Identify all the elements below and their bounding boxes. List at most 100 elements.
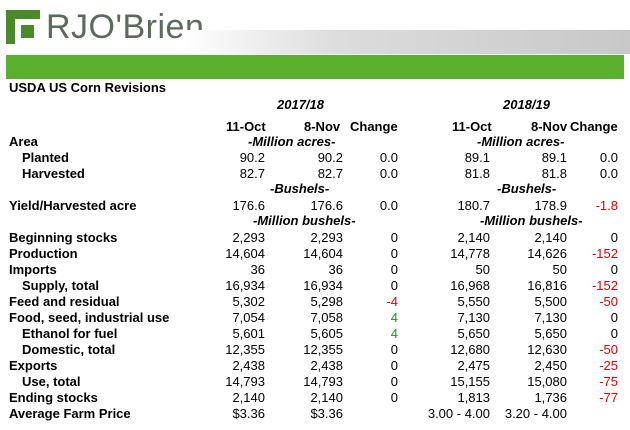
row-label: Harvested [22,166,85,181]
change-cell: -75 [599,374,618,389]
value-cell: 2,140 [457,230,490,245]
change-cell: -4 [386,294,398,309]
value-cell: 82.7 [317,166,343,181]
value-cell: 7,130 [457,310,490,325]
unit-million-bushels-2017: -Million bushels- [253,213,356,228]
change-cell: 0 [390,358,398,373]
change-cell: 0.0 [599,150,618,165]
row-label: Beginning stocks [9,230,118,245]
value-cell: 81.8 [464,166,490,181]
value-cell: 89.1 [464,150,490,165]
col-date-b-2017: 8-Nov [304,119,341,134]
value-cell: 7,130 [534,310,567,325]
report-title: USDA US Corn Revisions [9,80,166,95]
value-cell: 5,302 [232,294,265,309]
change-cell: 4 [390,326,398,341]
value-cell: 90.2 [317,150,343,165]
company-logo: RJO'Brien [6,10,204,44]
change-cell: -77 [599,390,618,405]
row-label: Supply, total [22,278,100,293]
value-cell: 14,604 [303,246,343,261]
row-label: Use, total [22,374,81,389]
col-date-a-2018: 11-Oct [452,119,492,134]
year-header-2017: 2017/18 [277,97,324,112]
change-cell: 0 [610,230,618,245]
logo-text: RJO'Brien [46,8,205,46]
value-cell: 2,293 [310,230,343,245]
value-cell: 16,934 [303,278,343,293]
row-label: Food, seed, industrial use [9,310,170,325]
change-cell: 0.0 [599,166,618,181]
row-label: Ending stocks [9,390,98,405]
change-cell: 0.0 [379,198,398,213]
change-cell: 0 [390,374,398,389]
row-label: Average Farm Price [9,406,131,421]
value-cell: 90.2 [239,150,265,165]
value-cell: 7,054 [232,310,265,325]
col-change-2018: Change [570,119,618,134]
change-cell: 4 [390,310,398,325]
value-cell: 89.1 [541,150,567,165]
value-cell: 2,450 [534,358,567,373]
value-cell: 176.6 [232,198,265,213]
change-cell: 0 [390,342,398,357]
change-cell: 0 [610,262,618,277]
value-cell: 5,500 [534,294,567,309]
change-cell: -152 [591,246,618,261]
col-change-2017: Change [350,119,398,134]
value-cell: 14,778 [450,246,490,261]
value-cell: 2,140 [310,390,343,405]
value-cell: 5,650 [534,326,567,341]
value-cell: 12,355 [303,342,343,357]
value-cell: $3.36 [310,406,343,421]
change-cell: 0.0 [379,150,398,165]
value-cell: 14,626 [527,246,567,261]
row-label: Feed and residual [9,294,120,309]
value-cell: $3.36 [232,406,265,421]
value-cell: 2,293 [232,230,265,245]
value-cell: 14,604 [225,246,265,261]
value-cell: 50 [475,262,490,277]
unit-bushels-2017: -Bushels- [270,181,330,196]
value-cell: 7,058 [310,310,343,325]
value-cell: 16,934 [225,278,265,293]
value-cell: 81.8 [541,166,567,181]
value-cell: 5,650 [457,326,490,341]
value-cell: 1,813 [457,390,490,405]
row-label: Production [9,246,78,261]
header-gray-bar [182,30,630,54]
value-cell: 2,475 [457,358,490,373]
value-cell: 5,605 [310,326,343,341]
col-date-a-2017: 11-Oct [226,119,266,134]
row-label: Planted [22,150,69,165]
row-label: Ethanol for fuel [22,326,118,341]
unit-million-bushels-2018: -Million bushels- [480,213,583,228]
unit-bushels-2018: -Bushels- [497,181,557,196]
change-cell: -1.8 [595,198,618,213]
value-cell: 12,630 [527,342,567,357]
row-label: Domestic, total [22,342,116,357]
change-cell: -50 [599,294,618,309]
header-green-bar [6,55,624,79]
change-cell: -152 [591,278,618,293]
value-cell: 1,736 [534,390,567,405]
value-cell: 180.7 [457,198,490,213]
value-cell: 5,298 [310,294,343,309]
value-cell: 36 [250,262,265,277]
value-cell: 178.9 [534,198,567,213]
unit-acres-2017: -Million acres- [248,134,336,149]
change-cell: 0 [610,310,618,325]
row-label: Imports [9,262,57,277]
value-cell: 14,793 [303,374,343,389]
value-cell: 50 [552,262,567,277]
value-cell: 2,438 [310,358,343,373]
value-cell: 2,438 [232,358,265,373]
change-cell: 0 [390,246,398,261]
value-cell: 3.00 - 4.00 [427,406,490,421]
change-cell: 0 [390,262,398,277]
change-cell: -50 [599,342,618,357]
col-date-b-2018: 8-Nov [531,119,568,134]
logo-mark-icon [6,10,40,44]
value-cell: 2,140 [232,390,265,405]
value-cell: 176.6 [310,198,343,213]
